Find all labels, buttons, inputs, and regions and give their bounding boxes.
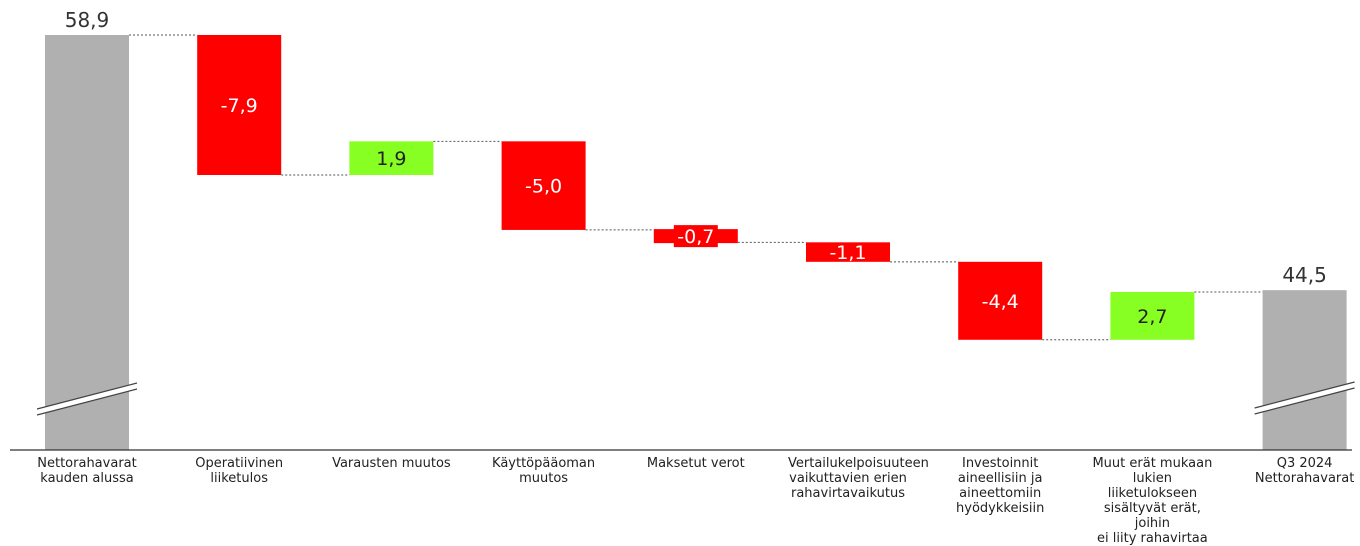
bar-center-4 [673, 225, 718, 248]
category-label-line: Operatiivinen [195, 456, 284, 471]
bar-7 [1110, 291, 1195, 340]
category-label-line: aineettomiin [959, 486, 1042, 501]
data-label-7: 2,7 [1137, 306, 1167, 328]
data-label-0: 58,9 [65, 8, 110, 32]
axis-break-0 [37, 383, 137, 415]
category-label-line: lukien liiketulokseen [1107, 471, 1198, 501]
category-label-line: liiketulos [210, 471, 268, 486]
waterfall-chart: 58,9 -7,9 1,9 -5,0 -0,7 -1,1 -4,4 2,7 44,5 [10, 8, 1355, 451]
category-label-line: Varausten muutos [332, 456, 451, 471]
category-label-line: ei liity rahavirtaa [1097, 531, 1208, 546]
category-label-line: Q3 2024 [1276, 456, 1333, 471]
axis-break-line-b-0 [36, 388, 138, 416]
axis-break-8 [1254, 382, 1355, 414]
category-label-0: Nettorahavarat kauden alussa [27, 456, 147, 486]
bar-6 [958, 261, 1043, 340]
axis-break-line-b-8 [1254, 387, 1355, 415]
category-label-2: Varausten muutos [331, 456, 451, 471]
category-label-line: kauden alussa [40, 471, 134, 486]
category-label-line: Nettorahavarat [1254, 471, 1355, 486]
category-label-line: Muut erät mukaan [1092, 456, 1213, 471]
category-label-5: Vertailukelpoisuuteen vaikuttavien erien r… [788, 456, 929, 501]
bar-2 [349, 141, 434, 175]
category-label-7: Muut erät mukaan lukien liiketulokseen sis… [1092, 456, 1212, 546]
category-label-line: rahavirtavaikutus [791, 486, 905, 501]
bar-3 [501, 141, 586, 230]
category-label-line: Käyttöpääoman [492, 456, 596, 471]
data-label-3: -5,0 [525, 176, 562, 198]
bar-8 [1262, 290, 1347, 450]
category-label-line: aineellisiin ja [957, 471, 1043, 486]
category-label-line: hyödykkeisiin [956, 501, 1045, 516]
data-label-2: 1,9 [376, 148, 406, 170]
bar-5 [806, 242, 890, 262]
category-label-1: Operatiivinen liiketulos [179, 456, 299, 486]
data-label-6: -4,4 [982, 291, 1019, 313]
category-label-8: Q3 2024 Nettorahavarat [1245, 456, 1360, 486]
category-label-line: Nettorahavarat [37, 456, 137, 471]
axis-break-line-a-0 [36, 382, 138, 410]
category-label-line: Investoinnit [961, 456, 1039, 471]
category-label-line: sisältyvät erät, joihin [1103, 501, 1201, 531]
category-label-line: vaikuttavien erien [789, 471, 907, 486]
bar-0 [45, 35, 129, 450]
category-label-line: Maksetut verot [646, 456, 745, 471]
data-label-8: 44,5 [1282, 263, 1327, 287]
axis-break-line-a-8 [1254, 381, 1355, 409]
category-label-4: Maksetut verot [636, 456, 756, 471]
data-label-5: -1,1 [829, 242, 866, 264]
category-label-line: Vertailukelpoisuuteen [788, 456, 929, 471]
category-label-line: muutos [519, 471, 569, 486]
data-label-1: -7,9 [221, 95, 258, 117]
category-label-3: Käyttöpääoman muutos [484, 456, 604, 486]
data-label-4: -0,7 [677, 226, 714, 248]
category-label-6: Investoinnit aineellisiin ja aineettomiin h… [940, 456, 1060, 516]
bar-1 [197, 35, 282, 175]
